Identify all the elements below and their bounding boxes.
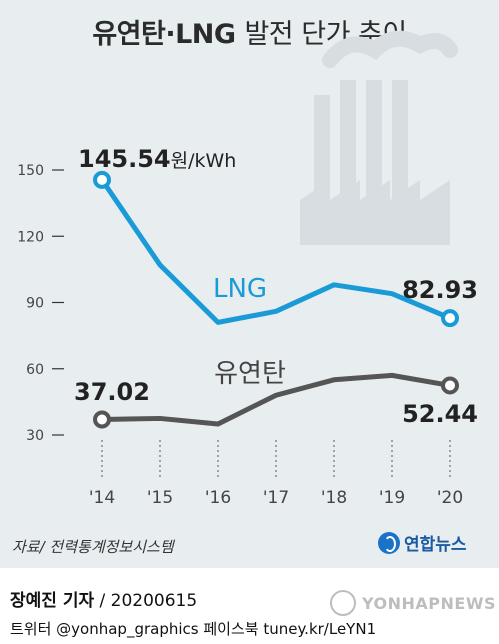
- y-tick-label: 90: [26, 296, 44, 312]
- credit: 장예진 기자 / 20200615: [10, 586, 197, 611]
- source-note: 자료/ 전력통계정보시스템: [12, 538, 174, 556]
- logo-text: 연합뉴스: [404, 535, 467, 555]
- coal-series-label: 유연탄: [214, 359, 286, 389]
- watermark-icon: [330, 590, 356, 616]
- line-chart: 30 60 90 120 150 '14 '15 '16 '17 '18 '19 '20 LNG 유연탄…: [17, 30, 478, 508]
- data-label: 145.54원/kWh: [78, 145, 236, 173]
- data-label: 37.02: [74, 378, 150, 406]
- coal-point: [93, 410, 111, 429]
- data-label: 52.44: [402, 400, 478, 428]
- unit-label: 원/kWh: [171, 150, 237, 172]
- title-bold: 유연탄·LNG: [92, 19, 236, 50]
- chart-panel: [0, 0, 499, 568]
- yonhap-logo: 연합뉴스: [378, 530, 467, 555]
- data-label: 82.93: [402, 276, 478, 304]
- x-tick-label: '19: [379, 488, 405, 508]
- x-tick-label: '16: [205, 488, 231, 508]
- watermark-text: YONHAPNEWS: [362, 593, 496, 613]
- footer: [0, 568, 499, 644]
- coal-point: [441, 376, 459, 395]
- x-tick-label: '15: [147, 488, 173, 508]
- watermark: YONHAPNEWS: [330, 590, 496, 616]
- lng-series-label: LNG: [213, 274, 267, 304]
- lng-point: [93, 170, 111, 189]
- lng-point: [441, 309, 459, 328]
- y-tick-label: 30: [26, 428, 44, 444]
- x-tick-label: '20: [437, 488, 463, 508]
- credit-name: 장예진 기자: [10, 591, 95, 611]
- y-tick-label: 120: [17, 229, 44, 245]
- credit-date: / 20200615: [99, 591, 198, 611]
- x-tick-label: '17: [263, 488, 289, 508]
- y-tick-label: 60: [26, 362, 44, 378]
- factory-icon: [300, 30, 458, 245]
- social-links: 트위터 @yonhap_graphics 페이스북 tuney.kr/LeYN1: [10, 620, 377, 638]
- x-tick-label: '18: [321, 488, 347, 508]
- x-tick-label: '14: [89, 488, 115, 508]
- y-tick-label: 150: [17, 163, 44, 179]
- yonhap-logo-icon: [378, 531, 400, 554]
- lng-line: [99, 177, 453, 325]
- coal-line: [99, 372, 453, 427]
